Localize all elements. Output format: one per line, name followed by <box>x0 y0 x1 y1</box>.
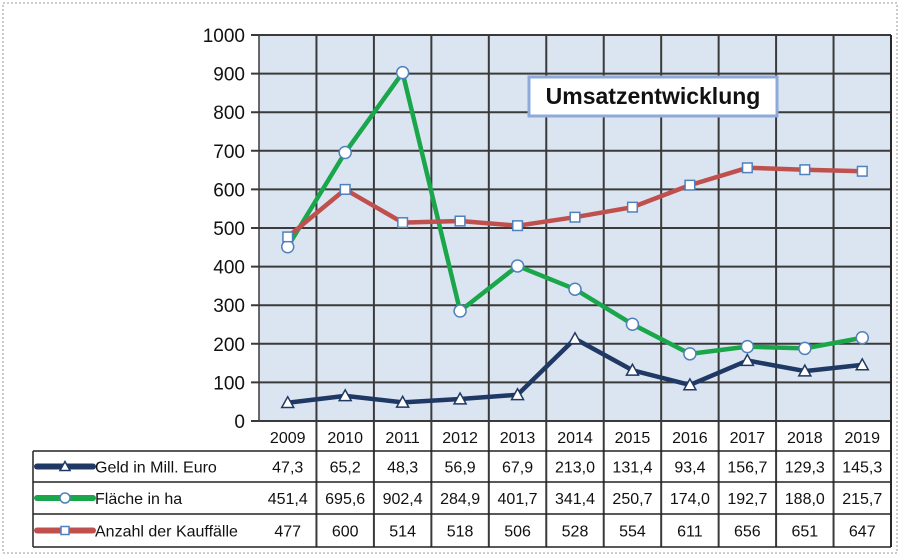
x-tick-label: 2018 <box>787 430 823 447</box>
square-marker <box>569 211 581 223</box>
data-label: 284,9 <box>440 491 480 508</box>
y-tick-label: 200 <box>213 335 245 356</box>
data-label: 341,4 <box>555 491 595 508</box>
y-tick-label: 300 <box>213 296 245 317</box>
triangle-marker <box>740 352 755 367</box>
triangle-marker <box>337 388 353 402</box>
x-tick-label: 2013 <box>500 430 536 447</box>
data-label: 48,3 <box>387 460 418 477</box>
data-label: 518 <box>447 524 474 541</box>
title-box <box>527 75 779 118</box>
data-label: 554 <box>619 524 646 541</box>
data-label: 215,7 <box>842 491 882 508</box>
data-label: 56,9 <box>445 460 476 477</box>
circle-marker <box>855 330 870 345</box>
x-tick-label: 2015 <box>615 430 651 447</box>
square-marker <box>799 164 811 176</box>
triangle-marker <box>625 362 640 376</box>
square-marker <box>60 525 70 536</box>
data-label: 651 <box>791 524 818 541</box>
data-label: 611 <box>677 524 703 541</box>
chart-title: Umsatzentwicklung <box>546 83 761 109</box>
data-label: 145,3 <box>842 460 882 477</box>
y-tick-label: 500 <box>213 219 245 240</box>
data-label: 47,3 <box>272 460 303 477</box>
y-tick-label: 100 <box>213 373 245 394</box>
circle-marker <box>568 282 582 296</box>
x-tick-label: 2009 <box>270 430 306 447</box>
data-label: 401,7 <box>498 491 538 508</box>
square-marker <box>511 220 524 232</box>
square-marker <box>741 162 753 174</box>
data-label: 131,4 <box>612 460 652 477</box>
x-tick-label: 2012 <box>442 430 478 447</box>
triangle-marker <box>797 363 813 377</box>
y-tick-label: 800 <box>213 103 245 124</box>
circle-marker <box>625 317 640 331</box>
y-tick-label: 400 <box>213 258 245 279</box>
circle-marker <box>338 145 352 160</box>
triangle-marker <box>395 394 410 408</box>
y-tick-label: 1000 <box>203 26 245 47</box>
data-label: 129,3 <box>785 460 825 477</box>
circle-marker <box>395 65 410 80</box>
data-label: 188,0 <box>785 491 825 508</box>
triangle-marker <box>682 377 698 391</box>
y-tick-label: 900 <box>213 65 245 86</box>
x-tick-label: 2017 <box>730 430 766 447</box>
legend-label: Anzahl der Kauffälle <box>95 524 238 541</box>
data-label: 514 <box>389 524 416 541</box>
x-tick-label: 2010 <box>327 430 363 447</box>
data-label: 65,2 <box>330 460 361 477</box>
data-label: 156,7 <box>727 460 767 477</box>
square-marker <box>626 201 639 213</box>
triangle-marker <box>854 357 870 371</box>
square-marker <box>684 179 696 191</box>
circle-marker <box>280 240 295 254</box>
triangle-marker <box>280 395 296 409</box>
circle-marker <box>740 339 755 354</box>
square-marker <box>339 183 351 195</box>
circle-marker <box>59 492 71 504</box>
square-marker <box>282 231 294 243</box>
data-label: 902,4 <box>383 491 423 508</box>
triangle-marker <box>452 391 468 405</box>
square-marker <box>454 215 466 227</box>
data-label: 213,0 <box>555 460 595 477</box>
data-label: 451,4 <box>268 491 308 508</box>
square-marker <box>856 165 868 177</box>
circle-marker <box>798 341 812 356</box>
y-tick-label: 0 <box>234 412 245 433</box>
circle-marker <box>510 259 525 273</box>
x-tick-label: 2011 <box>385 430 420 447</box>
data-label: 174,0 <box>670 491 710 508</box>
data-label: 656 <box>734 524 761 541</box>
data-label: 506 <box>504 524 531 541</box>
legend-label: Geld in Mill. Euro <box>95 460 217 477</box>
y-tick-label: 600 <box>213 180 245 201</box>
data-label: 528 <box>562 524 589 541</box>
x-tick-label: 2016 <box>672 430 708 447</box>
circle-marker <box>683 347 697 361</box>
triangle-marker <box>567 331 583 345</box>
triangle-marker <box>510 387 525 401</box>
data-label: 695,6 <box>325 491 365 508</box>
x-tick-label: 2014 <box>557 430 593 447</box>
data-label: 600 <box>332 524 359 541</box>
legend-label: Fläche in ha <box>95 491 182 508</box>
data-label: 67,9 <box>502 460 533 477</box>
data-label: 477 <box>274 524 301 541</box>
y-tick-label: 700 <box>213 142 245 163</box>
square-marker <box>397 217 409 229</box>
x-tick-label: 2019 <box>844 430 880 447</box>
data-label: 93,4 <box>674 460 705 477</box>
data-label: 192,7 <box>727 491 767 508</box>
data-label: 647 <box>849 524 876 541</box>
circle-marker <box>453 304 467 318</box>
data-label: 250,7 <box>612 491 652 508</box>
triangle-marker <box>58 459 72 472</box>
